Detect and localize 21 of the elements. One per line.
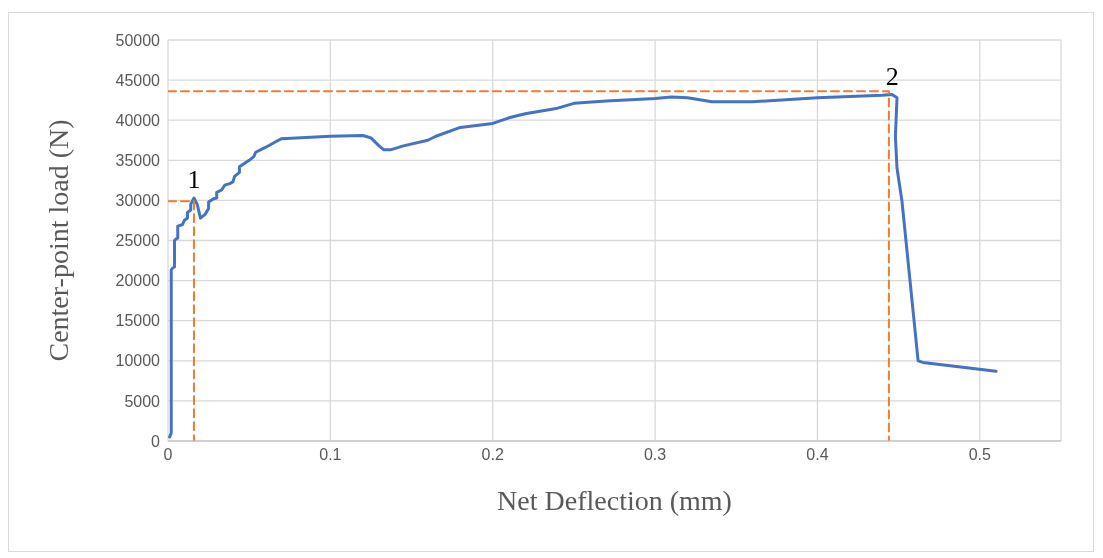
- y-tick-label: 25000: [115, 232, 161, 250]
- y-tick-label: 50000: [115, 31, 161, 49]
- annotation: 2: [885, 61, 899, 91]
- y-tick-label: 45000: [115, 71, 161, 89]
- y-axis-title: Center-point load (N): [42, 119, 74, 362]
- y-tick-label: 40000: [115, 111, 161, 129]
- x-tick-label: 0.1: [319, 446, 342, 464]
- x-axis-title: Net Deflection (mm): [497, 485, 732, 516]
- y-tick-label: 35000: [115, 151, 161, 169]
- y-tick-label: 20000: [115, 272, 161, 290]
- y-tick-label: 15000: [115, 312, 161, 330]
- x-tick-label: 0.4: [806, 446, 829, 464]
- annotation: 1: [187, 164, 201, 194]
- y-tick-label: 0: [151, 432, 161, 450]
- y-tick-label: 30000: [115, 192, 161, 210]
- x-tick-label: 0.2: [481, 446, 504, 464]
- y-tick-label: 5000: [124, 392, 161, 410]
- x-tick-label: 0.5: [968, 446, 992, 464]
- y-tick-label: 10000: [115, 352, 161, 370]
- x-tick-label: 0.3: [643, 446, 667, 464]
- x-tick-label: 0: [163, 446, 173, 464]
